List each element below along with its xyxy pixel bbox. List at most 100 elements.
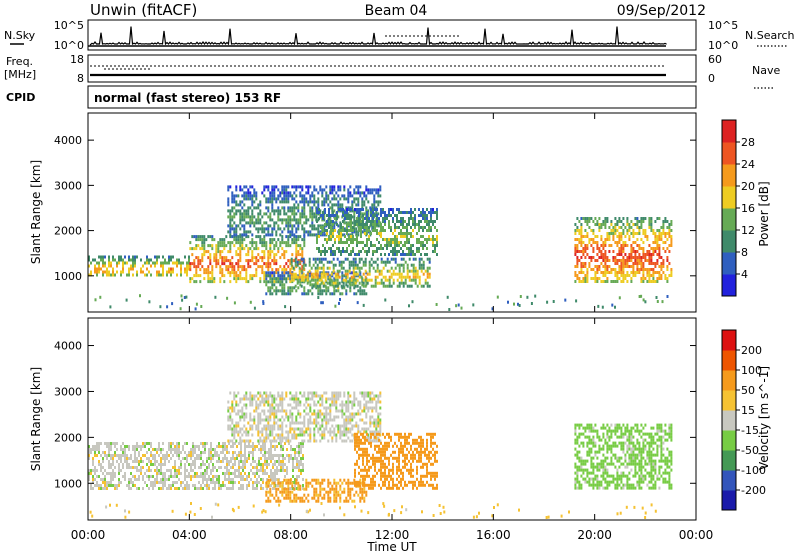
echo-cell <box>118 259 120 262</box>
echo-cell <box>334 253 336 256</box>
echo-cell <box>606 277 608 280</box>
echo-cell <box>130 457 132 460</box>
echo-cell <box>251 221 253 224</box>
echo-cell <box>98 268 100 271</box>
echo-cell <box>580 262 582 265</box>
echo-cell <box>237 425 239 428</box>
echo-cell <box>626 223 628 226</box>
echo-cell <box>110 442 112 445</box>
echo-cell <box>211 271 213 274</box>
echo-cell <box>403 276 405 279</box>
echo-cell <box>385 279 387 282</box>
echo-cell <box>420 241 422 244</box>
echo-cell <box>264 463 266 466</box>
echo-cell <box>324 208 326 211</box>
echo-cell <box>636 232 638 235</box>
echo-cell <box>232 478 234 481</box>
echo-cell <box>624 262 626 265</box>
echo-cell <box>280 469 282 472</box>
echo-cell <box>648 280 650 283</box>
echo-cell <box>384 229 386 232</box>
echo-cell <box>240 472 242 475</box>
echo-cell <box>326 232 328 235</box>
echo-cell <box>328 238 330 241</box>
echo-cell <box>351 194 353 197</box>
echo-cell <box>268 463 270 466</box>
echo-cell <box>638 220 640 223</box>
echo-cell <box>211 268 213 271</box>
echo-cell <box>353 279 355 282</box>
echo-cell <box>317 431 319 434</box>
echo-cell <box>331 392 333 395</box>
echo-cell <box>222 481 224 484</box>
echo-cell <box>196 487 198 490</box>
echo-cell <box>295 479 297 482</box>
echo-cell <box>642 256 644 259</box>
echo-cell <box>378 241 380 244</box>
echo-cell <box>132 484 134 487</box>
echo-cell <box>273 271 275 274</box>
echo-cell <box>282 454 284 457</box>
echo-cell <box>295 212 297 215</box>
echo-cell <box>620 262 622 265</box>
echo-cell <box>159 305 161 308</box>
echo-cell <box>295 185 297 188</box>
echo-cell <box>221 268 223 271</box>
echo-cell <box>257 413 259 416</box>
echo-cell <box>305 276 307 279</box>
echo-cell <box>394 235 396 238</box>
echo-cell <box>154 454 156 457</box>
echo-cell <box>644 256 646 259</box>
echo-cell <box>249 185 251 188</box>
echo-cell <box>630 271 632 274</box>
echo-cell <box>369 273 371 276</box>
echo-cell <box>160 466 162 469</box>
echo-cell <box>209 277 211 280</box>
echo-cell <box>108 481 110 484</box>
echo-cell <box>255 395 257 398</box>
echo-cell <box>662 241 664 244</box>
echo-cell <box>368 226 370 229</box>
echo-cell <box>424 220 426 223</box>
echo-cell <box>650 217 652 220</box>
echo-cell <box>384 299 386 302</box>
echo-cell <box>410 244 412 247</box>
echo-cell <box>333 392 335 395</box>
echo-cell <box>271 482 273 485</box>
echo-cell <box>275 209 277 212</box>
echo-cell <box>295 437 297 440</box>
echo-cell <box>367 410 369 413</box>
echo-cell <box>414 253 416 256</box>
echo-cell <box>358 217 360 220</box>
echo-cell <box>190 457 192 460</box>
echo-cell <box>369 398 371 401</box>
echo-cell <box>600 250 602 253</box>
echo-cell <box>343 419 345 422</box>
echo-cell <box>576 262 578 265</box>
echo-cell <box>241 218 243 221</box>
echo-cell <box>128 448 130 451</box>
echo-cell <box>604 253 606 256</box>
echo-cell <box>293 398 295 401</box>
echo-cell <box>297 203 299 206</box>
echo-cell <box>387 261 389 264</box>
echo-cell <box>251 253 253 256</box>
echo-cell <box>261 224 263 227</box>
echo-cell <box>632 256 634 259</box>
echo-cell <box>374 208 376 211</box>
echo-cell <box>287 265 289 268</box>
echo-cell <box>152 484 154 487</box>
echo-cell <box>422 229 424 232</box>
echo-cell <box>652 241 654 244</box>
echo-cell <box>584 244 586 247</box>
echo-cell <box>361 203 363 206</box>
echo-cell <box>436 241 438 244</box>
echo-cell <box>668 232 670 235</box>
echo-cell <box>622 244 624 247</box>
echo-cell <box>634 259 636 262</box>
echo-cell <box>231 271 233 274</box>
echo-cell <box>604 226 606 229</box>
echo-cell <box>345 410 347 413</box>
echo-cell <box>303 419 305 422</box>
echo-cell <box>317 282 319 285</box>
